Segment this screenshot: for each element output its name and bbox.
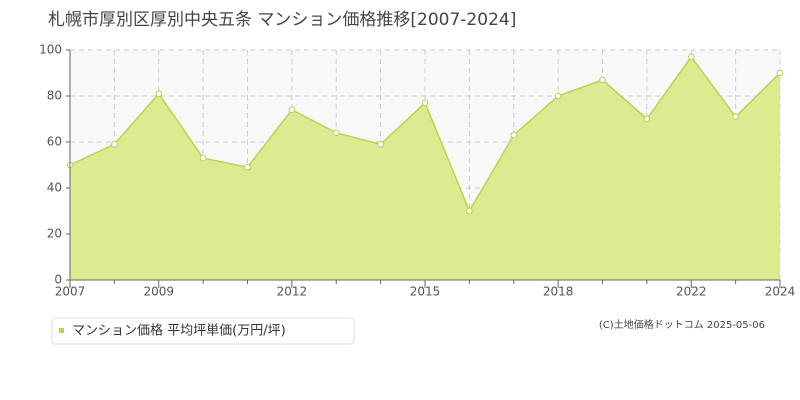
y-tick-label: 0 bbox=[54, 273, 62, 287]
point bbox=[466, 207, 473, 215]
y-tick-label: 80 bbox=[47, 89, 62, 103]
x-tick-label: 2024 bbox=[765, 285, 796, 299]
point bbox=[554, 92, 562, 100]
x-tick-label: 2015 bbox=[410, 285, 441, 299]
point bbox=[421, 99, 429, 107]
y-tick-label: 40 bbox=[47, 181, 62, 195]
point bbox=[732, 113, 739, 120]
x-tick-label: 2012 bbox=[277, 285, 308, 299]
y-tick-label: 100 bbox=[39, 43, 62, 57]
source: (C)土地価格ドットコム 2025-05-06 bbox=[599, 318, 765, 331]
y-tick-label: 20 bbox=[47, 227, 62, 241]
x-tick-label: 2007 bbox=[55, 285, 86, 299]
point bbox=[687, 53, 695, 61]
x-tick-label: 2022 bbox=[676, 285, 707, 299]
y-tick-label: 60 bbox=[47, 135, 62, 149]
chart-title: 札幌市厚別区厚別中央五条 マンション価格推移[2007-2024] bbox=[48, 10, 516, 30]
point bbox=[599, 76, 606, 84]
point bbox=[510, 131, 518, 139]
point bbox=[776, 69, 784, 77]
point bbox=[155, 90, 163, 97]
legend-swatch bbox=[59, 328, 64, 333]
point bbox=[199, 154, 207, 162]
point bbox=[377, 141, 384, 148]
point bbox=[643, 115, 651, 123]
point bbox=[332, 129, 340, 137]
area-fill bbox=[70, 56, 780, 281]
x-tick-label: 2009 bbox=[143, 285, 174, 299]
point bbox=[244, 164, 251, 171]
legend-box bbox=[51, 317, 355, 345]
legend-label: マンション価格 平均坪単価(万円/坪) bbox=[72, 323, 286, 339]
x-tick-label: 2018 bbox=[543, 285, 574, 299]
point bbox=[288, 106, 296, 114]
point bbox=[111, 141, 118, 148]
